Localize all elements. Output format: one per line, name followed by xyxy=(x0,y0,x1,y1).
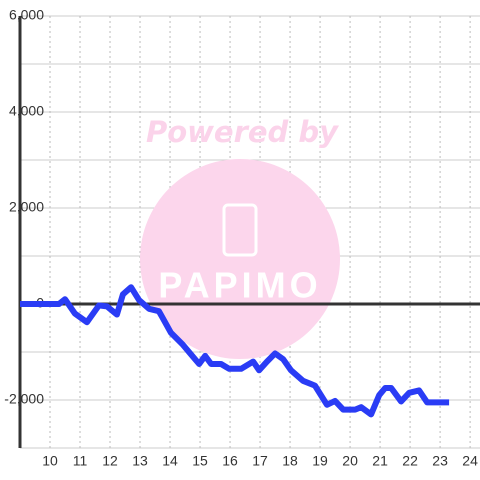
x-tick-label: 13 xyxy=(132,453,148,469)
x-tick-label: 23 xyxy=(432,453,448,469)
x-tick-label: 17 xyxy=(252,453,268,469)
watermark-circle xyxy=(140,159,340,359)
watermark-logo: PAPIMO xyxy=(158,265,321,306)
x-tick-label: 16 xyxy=(222,453,238,469)
watermark: Powered by PAPIMO xyxy=(140,115,340,359)
x-tick-label: 15 xyxy=(192,453,208,469)
data-line xyxy=(20,284,450,418)
x-tick-label: 14 xyxy=(162,453,178,469)
x-tick-label: 10 xyxy=(42,453,58,469)
x-tick-label: 20 xyxy=(342,453,358,469)
x-tick-label: 24 xyxy=(462,453,478,469)
y-tick-label: 4,000 xyxy=(9,103,44,119)
x-tick-label: 18 xyxy=(282,453,298,469)
y-tick-label: 6,000 xyxy=(9,7,44,23)
watermark-text: Powered by xyxy=(146,115,339,149)
x-tick-label: 19 xyxy=(312,453,328,469)
x-tick-label: 21 xyxy=(372,453,388,469)
y-tick-label: 2,000 xyxy=(9,199,44,215)
x-tick-label: 12 xyxy=(102,453,118,469)
x-tick-label: 22 xyxy=(402,453,418,469)
watermark-icon xyxy=(222,203,258,257)
x-tick-label: 11 xyxy=(73,453,88,469)
y-tick-label: -2,000 xyxy=(4,391,44,407)
